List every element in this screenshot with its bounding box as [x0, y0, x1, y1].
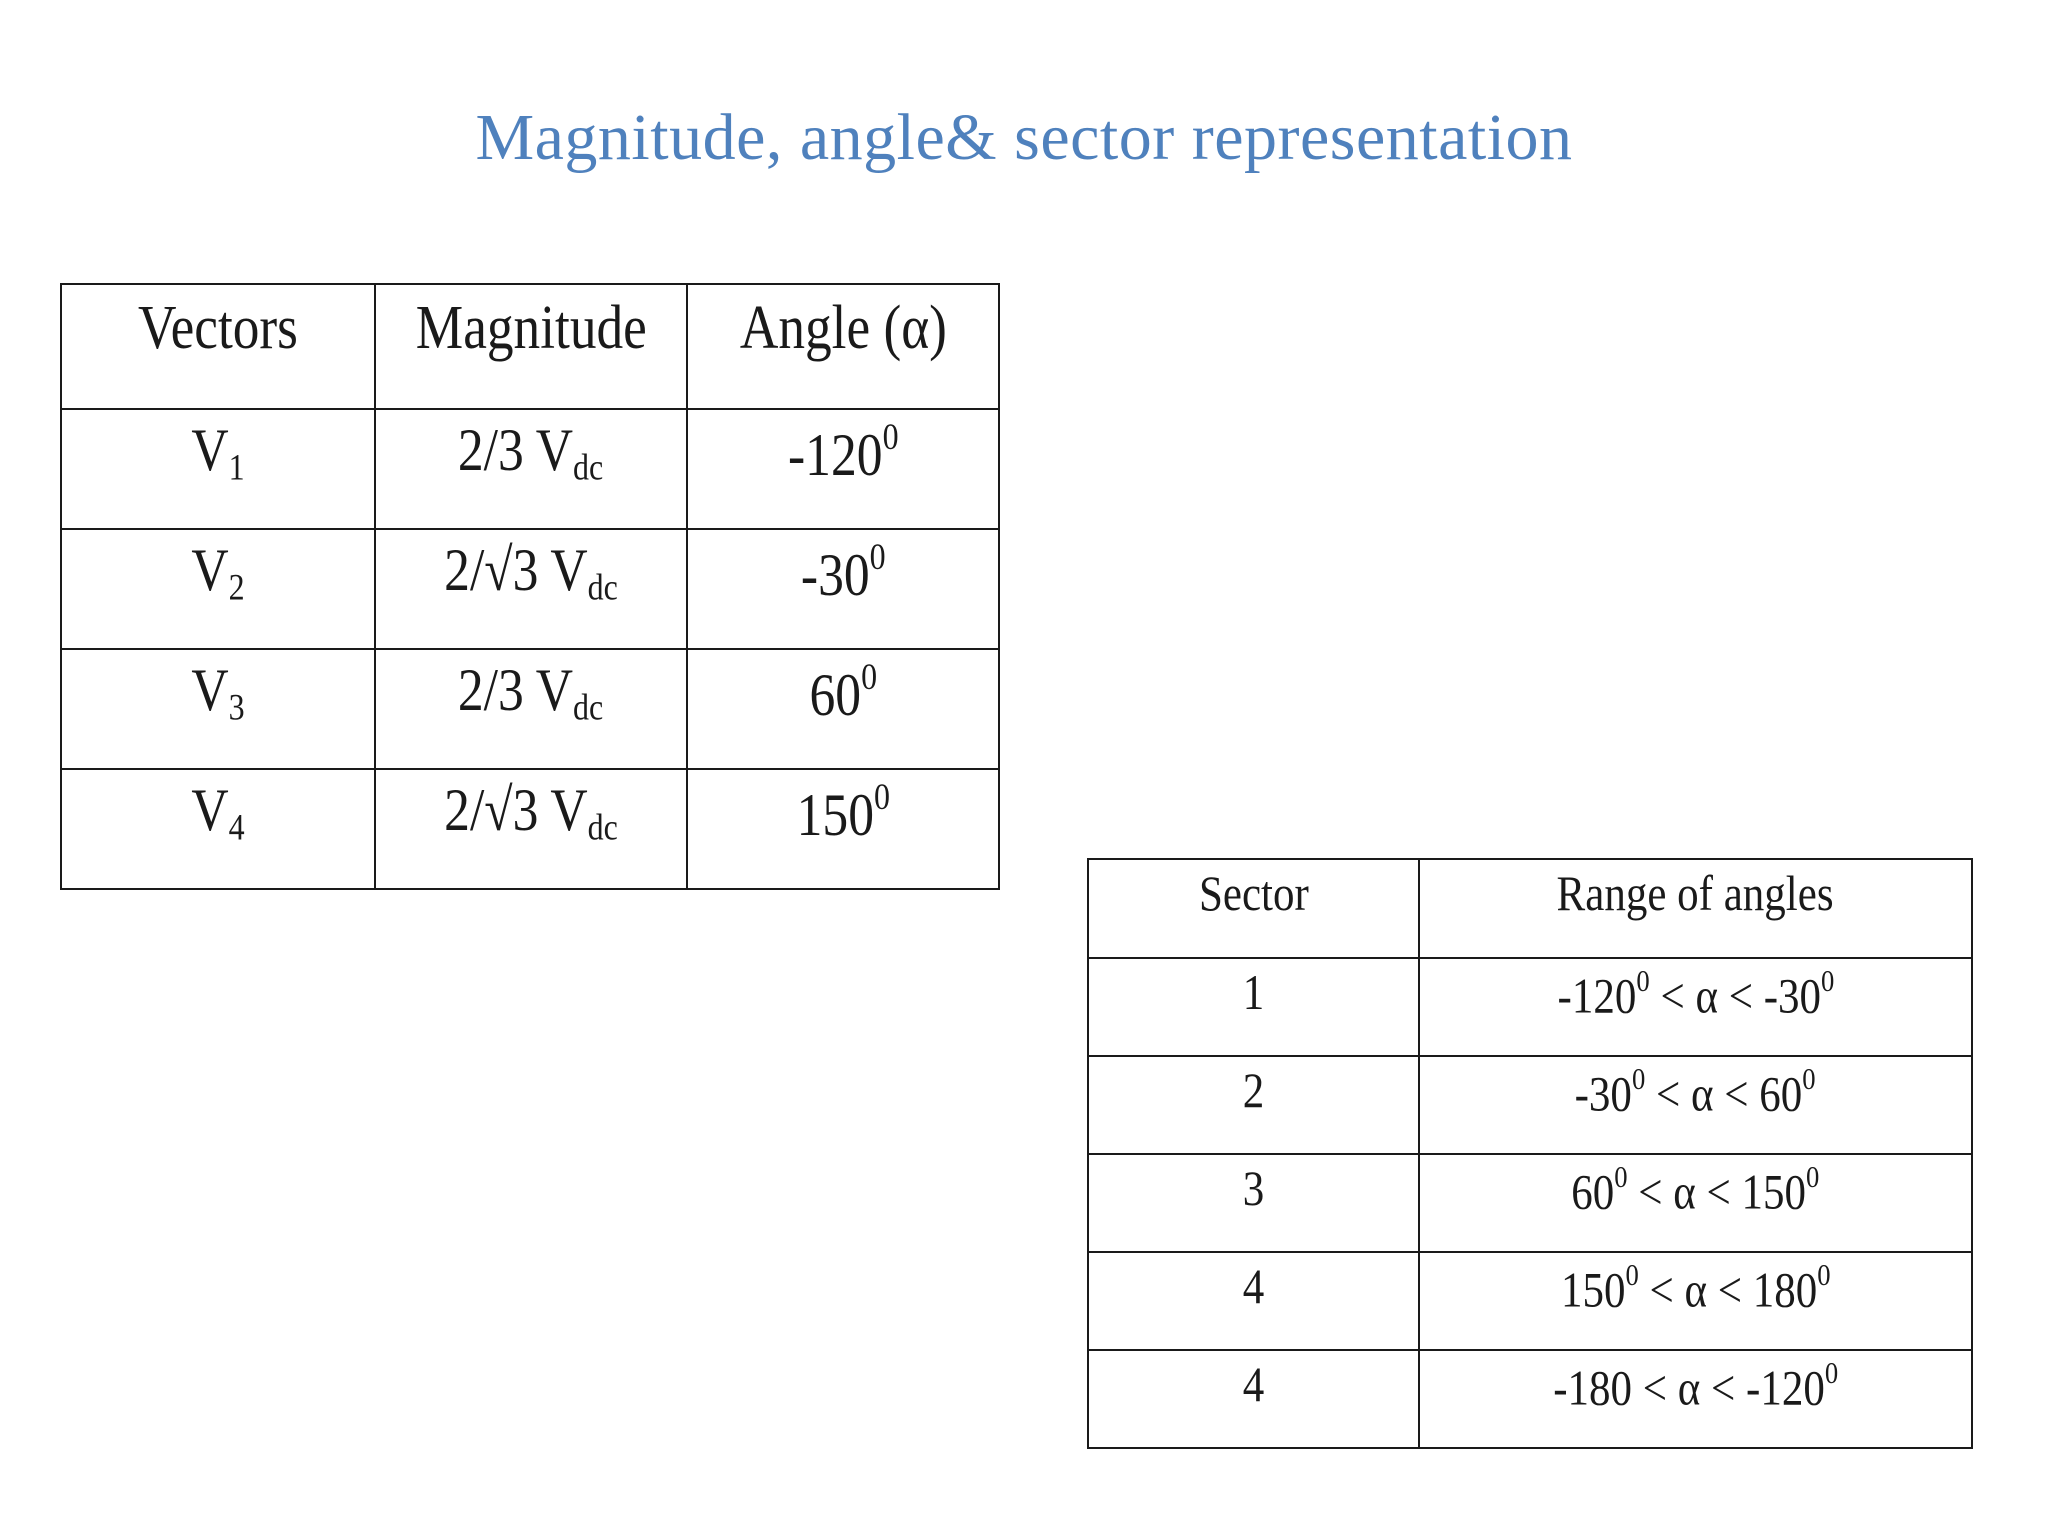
angle-range-cell: -1200 < α < -300: [1418, 957, 1973, 1057]
angle-range: -300 < α < 600: [1574, 1061, 1817, 1122]
vector-row: V2 2/√3 Vdc -300: [60, 528, 1000, 650]
vector-name-cell: V3: [60, 648, 376, 770]
sector-number-cell: 4: [1087, 1349, 1420, 1449]
magnitude-cell: 2/√3 Vdc: [374, 768, 688, 890]
angle-cell: 600: [686, 648, 1000, 770]
vector-name: V1: [191, 417, 245, 489]
angle-range-cell: -180 < α < -1200: [1418, 1349, 1973, 1449]
sector-number: 4: [1242, 1356, 1265, 1412]
angle-value: -1200: [787, 417, 899, 489]
sector-number-cell: 3: [1087, 1153, 1420, 1253]
vectors-table: Vectors Magnitude Angle (α) V1 2/3 Vdc -12…: [60, 283, 1000, 890]
header-sector: Sector: [1087, 858, 1420, 959]
angle-cell: 1500: [686, 768, 1000, 890]
sector-number: 4: [1242, 1258, 1265, 1314]
angle-range-cell: 600 < α < 1500: [1418, 1153, 1973, 1253]
vectors-table-header-row: Vectors Magnitude Angle (α): [60, 283, 1000, 410]
sector-row: 1 -1200 < α < -300: [1087, 957, 1973, 1057]
vector-name: V3: [191, 657, 245, 729]
vector-name-cell: V2: [60, 528, 376, 650]
header-angle: Angle (α): [686, 283, 1000, 410]
vector-name: V4: [191, 777, 245, 849]
vector-name-cell: V1: [60, 408, 376, 530]
angle-range: -1200 < α < -300: [1557, 963, 1834, 1024]
sector-table: Sector Range of angles 1 -1200 < α < -300…: [1087, 858, 1973, 1449]
magnitude-value: 2/√3 Vdc: [444, 537, 618, 609]
sector-row: 3 600 < α < 1500: [1087, 1153, 1973, 1253]
angle-range-cell: 1500 < α < 1800: [1418, 1251, 1973, 1351]
angle-cell: -300: [686, 528, 1000, 650]
magnitude-cell: 2/3 Vdc: [374, 408, 688, 530]
magnitude-cell: 2/√3 Vdc: [374, 528, 688, 650]
sector-number: 1: [1242, 964, 1265, 1020]
magnitude-value: 2/√3 Vdc: [444, 777, 618, 849]
vector-name-cell: V4: [60, 768, 376, 890]
vector-row: V3 2/3 Vdc 600: [60, 648, 1000, 770]
angle-cell: -1200: [686, 408, 1000, 530]
sector-number: 2: [1242, 1062, 1265, 1118]
angle-value: -300: [800, 537, 886, 609]
angle-value: 1500: [796, 777, 890, 849]
header-magnitude: Magnitude: [374, 283, 688, 410]
angle-range: -180 < α < -1200: [1552, 1355, 1839, 1416]
magnitude-value: 2/3 Vdc: [458, 657, 604, 729]
header-range-of-angles: Range of angles: [1418, 858, 1973, 959]
sector-row: 2 -300 < α < 600: [1087, 1055, 1973, 1155]
sector-number-cell: 4: [1087, 1251, 1420, 1351]
angle-value: 600: [809, 657, 877, 729]
sector-row: 4 1500 < α < 1800: [1087, 1251, 1973, 1351]
vector-row: V1 2/3 Vdc -1200: [60, 408, 1000, 530]
angle-range: 1500 < α < 1800: [1560, 1257, 1831, 1318]
angle-range: 600 < α < 1500: [1571, 1159, 1820, 1220]
sector-number: 3: [1242, 1160, 1265, 1216]
angle-range-cell: -300 < α < 600: [1418, 1055, 1973, 1155]
header-vectors: Vectors: [60, 283, 376, 410]
sector-row: 4 -180 < α < -1200: [1087, 1349, 1973, 1449]
magnitude-cell: 2/3 Vdc: [374, 648, 688, 770]
vector-name: V2: [191, 537, 245, 609]
vector-row: V4 2/√3 Vdc 1500: [60, 768, 1000, 890]
sector-number-cell: 2: [1087, 1055, 1420, 1155]
magnitude-value: 2/3 Vdc: [458, 417, 604, 489]
slide-title: Magnitude, angle& sector representation: [475, 101, 1573, 174]
sector-number-cell: 1: [1087, 957, 1420, 1057]
sector-table-header-row: Sector Range of angles: [1087, 858, 1973, 959]
